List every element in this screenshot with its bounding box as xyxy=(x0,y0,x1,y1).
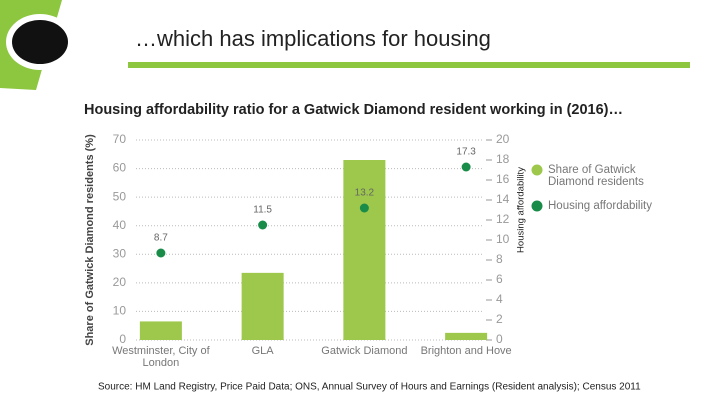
data-label: 8.7 xyxy=(154,233,168,244)
y-tick-label: 20 xyxy=(113,275,127,289)
y-tick-label: 50 xyxy=(113,189,127,203)
data-label: 11.5 xyxy=(253,205,272,216)
y-tick-label: 0 xyxy=(119,332,126,346)
x-tick-label: GLA xyxy=(251,345,274,357)
source: Source: HM Land Registry, Price Paid Dat… xyxy=(98,382,641,393)
point xyxy=(258,220,268,230)
header-rule xyxy=(128,62,690,68)
y2-tick-label: 6 xyxy=(496,272,503,286)
point xyxy=(156,248,166,258)
y-axis-label: Share of Gatwick Diamond residents (%) xyxy=(84,134,96,346)
y2-tick-label: 14 xyxy=(496,192,510,206)
y2-tick-label: 4 xyxy=(496,292,503,306)
x-tick-label: Gatwick Diamond xyxy=(321,345,408,357)
logo xyxy=(12,20,68,64)
point xyxy=(359,203,369,213)
y-tick-label: 70 xyxy=(113,132,127,146)
slide-title: …which has implications for housing xyxy=(135,26,491,51)
y2-tick-label: 12 xyxy=(496,212,510,226)
y-tick-label: 60 xyxy=(113,161,127,175)
y2-tick-label: 16 xyxy=(496,172,510,186)
y2-tick-label: 2 xyxy=(496,312,503,326)
bar xyxy=(343,160,386,340)
chart-title: Housing affordability ratio for a Gatwic… xyxy=(84,102,623,118)
y-tick-label: 40 xyxy=(113,218,127,232)
y2-tick-label: 0 xyxy=(496,332,503,346)
y2-tick-label: 20 xyxy=(496,132,510,146)
legend-label: Housing affordability xyxy=(548,200,652,212)
bar xyxy=(241,272,284,340)
point xyxy=(461,162,471,172)
y2-tick-label: 18 xyxy=(496,152,510,166)
legend-swatch xyxy=(531,200,543,212)
bar xyxy=(445,332,488,340)
bar xyxy=(139,321,182,340)
legend-label: Share of Gatwick Diamond residents xyxy=(548,164,644,188)
legend-swatch xyxy=(531,164,543,176)
data-label: 13.2 xyxy=(355,188,375,199)
y-tick-label: 10 xyxy=(113,304,127,318)
data-label: 17.3 xyxy=(456,147,476,158)
y2-tick-label: 8 xyxy=(496,252,503,266)
y2-tick-label: 10 xyxy=(496,232,510,246)
x-tick-label: Westminster, City of London xyxy=(112,345,210,369)
x-tick-label: Brighton and Hove xyxy=(420,345,512,357)
y-tick-label: 30 xyxy=(113,246,127,260)
y2-axis-label: Housing affordability xyxy=(516,167,527,253)
